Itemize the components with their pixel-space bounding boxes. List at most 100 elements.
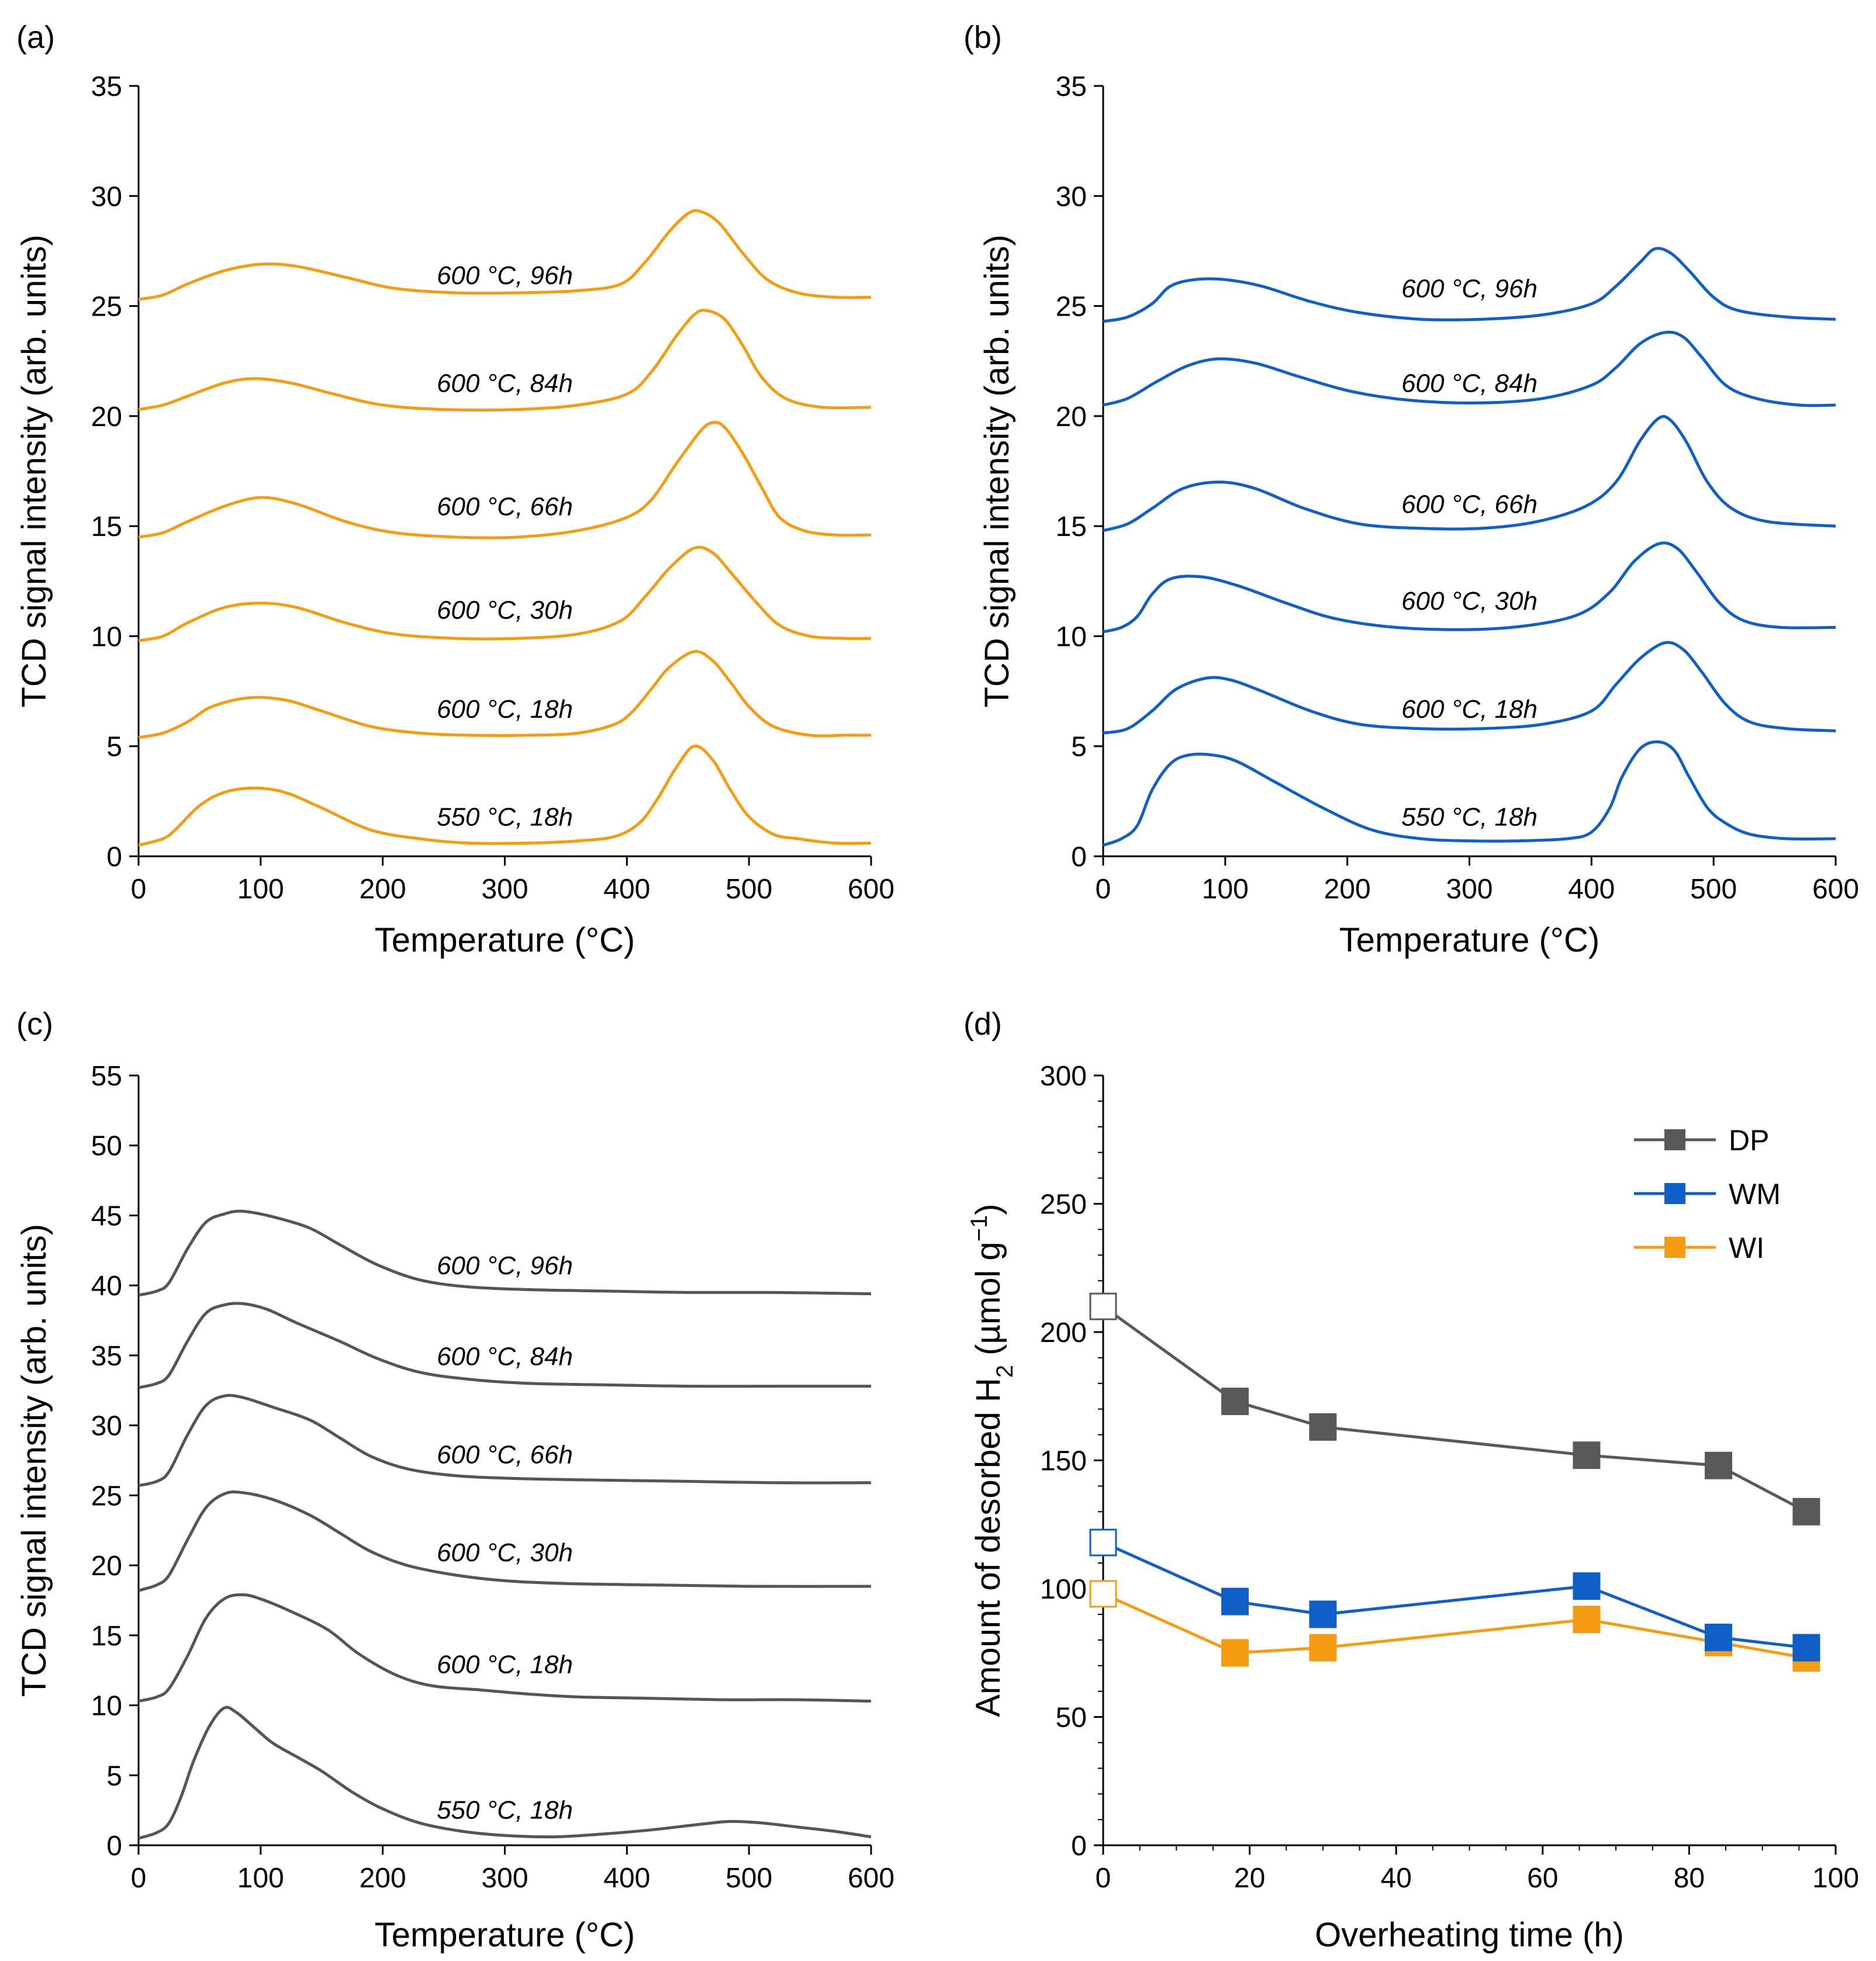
curve-label: 600 °C, 96h [437, 1251, 573, 1280]
y-tick-label: 0 [106, 1831, 122, 1862]
y-tick-label: 15 [91, 511, 122, 542]
curve-label: 600 °C, 96h [437, 261, 573, 290]
panel-b: (b) 0 5 10 15 20 25 30 35 0 100 200 300 400 500 600 Temp… [963, 20, 1859, 959]
y-axis-title: TCD signal intensity (arb. units) [15, 234, 53, 707]
legend-marker [1664, 1129, 1685, 1150]
x-tick-label: 40 [1381, 1863, 1412, 1894]
tpd-curve [1103, 541, 1836, 634]
tpd-curve [138, 1209, 872, 1297]
tpd-curve [138, 1706, 872, 1840]
y-axis-title: TCD signal intensity (arb. units) [15, 1224, 53, 1697]
data-point-wm [1573, 1572, 1601, 1600]
curve-label: 600 °C, 84h [1401, 369, 1538, 397]
x-tick-label: 100 [237, 874, 284, 905]
curve-label: 550 °C, 18h [1401, 803, 1538, 831]
tpd-curve [138, 1302, 871, 1389]
data-point-wm [1089, 1528, 1117, 1557]
y-tick-label: 0 [106, 842, 122, 873]
curve-label: 600 °C, 66h [437, 492, 573, 521]
curve-label: 600 °C, 30h [437, 596, 573, 624]
legend-label: DP [1729, 1124, 1769, 1157]
tpd-curve [1103, 330, 1836, 407]
y-tick-label: 10 [1056, 621, 1087, 652]
curve-label: 550 °C, 18h [437, 803, 573, 831]
x-tick-label: 0 [1096, 1863, 1111, 1894]
x-tick-label: 60 [1527, 1863, 1558, 1894]
panel-label: (b) [963, 20, 1002, 55]
legend-item-dp: DP [1634, 1124, 1769, 1157]
x-tick-label: 200 [1324, 874, 1371, 905]
curve-label: 600 °C, 84h [437, 369, 573, 397]
x-tick-label: 600 [848, 874, 894, 905]
curve-label: 600 °C, 18h [437, 1650, 573, 1679]
x-tick-label: 400 [603, 1863, 650, 1894]
y-axis-title: Amount of desorbed H2 (µmol g−1) [966, 1203, 1018, 1717]
x-tick-label: 300 [481, 874, 528, 905]
legend-item-wm: WM [1634, 1178, 1781, 1211]
x-tick-label: 200 [360, 1863, 406, 1894]
tpd-curve [138, 1593, 872, 1703]
panel-a: (a) 0 5 10 15 20 25 30 35 0 100 200 300 400 500 600 Temp… [15, 20, 894, 959]
y-tick-label: 35 [91, 71, 122, 102]
tpd-curve [138, 744, 872, 847]
legend-label: WM [1729, 1178, 1781, 1211]
y-tick-label: 10 [91, 1691, 122, 1722]
tpd-curve [1103, 641, 1836, 735]
tpd-curve [138, 1393, 872, 1488]
y-tick-label: 150 [1040, 1446, 1087, 1477]
y-tick-label: 15 [1056, 511, 1087, 542]
x-tick-label: 20 [1234, 1863, 1265, 1894]
x-tick-label: 500 [725, 1863, 772, 1894]
data-point-wm [1792, 1634, 1820, 1662]
legend-label: WI [1729, 1232, 1764, 1264]
x-tick-label: 500 [1690, 874, 1737, 905]
curve-label: 600 °C, 18h [1401, 695, 1538, 724]
data-point-wm [1221, 1588, 1249, 1616]
panel-label: (a) [16, 20, 55, 55]
y-tick-label: 10 [91, 621, 122, 652]
y-tick-label: 30 [1056, 181, 1087, 212]
tpd-curve [138, 1490, 872, 1592]
series-line-wm [1102, 1541, 1807, 1649]
y-tick-label: 30 [91, 181, 122, 212]
y-tick-label: 0 [1071, 1831, 1087, 1862]
panel-label: (c) [16, 1007, 53, 1042]
y-tick-label: 25 [1056, 292, 1087, 323]
tpd-curve [138, 309, 872, 411]
tpd-curve [138, 650, 871, 739]
x-tick-label: 0 [131, 1863, 147, 1894]
tpd-curve [138, 545, 872, 642]
panel-label: (d) [963, 1007, 1002, 1042]
series-line-wi [1102, 1592, 1807, 1659]
curve-label: 600 °C, 30h [1401, 587, 1538, 615]
tpd-curve [138, 209, 872, 301]
x-tick-label: 200 [360, 874, 406, 905]
data-point-wi [1221, 1639, 1249, 1667]
y-tick-label: 25 [91, 292, 122, 323]
y-tick-label: 250 [1040, 1189, 1087, 1220]
y-tick-label: 0 [1071, 842, 1087, 873]
y-tick-label: 100 [1040, 1574, 1087, 1605]
data-point-wi [1309, 1634, 1337, 1662]
y-tick-label: 20 [91, 402, 122, 433]
legend-item-wi: WI [1634, 1232, 1764, 1264]
curve-label: 600 °C, 66h [437, 1440, 573, 1469]
data-point-dp [1792, 1497, 1820, 1526]
y-tick-label: 200 [1040, 1317, 1087, 1348]
curve-label: 600 °C, 96h [1401, 275, 1538, 303]
curve-label: 550 °C, 18h [437, 1796, 573, 1825]
y-tick-label: 25 [91, 1481, 122, 1512]
x-tick-label: 100 [1202, 874, 1249, 905]
data-point-wi [1089, 1580, 1117, 1608]
data-point-wm [1309, 1600, 1337, 1628]
curve-label: 600 °C, 84h [437, 1343, 573, 1371]
curve-label: 600 °C, 30h [437, 1538, 573, 1567]
x-tick-label: 500 [725, 874, 772, 905]
x-tick-label: 300 [1446, 874, 1492, 905]
y-tick-label: 50 [91, 1131, 122, 1162]
data-point-wm [1705, 1623, 1733, 1651]
x-axis-title: Temperature (°C) [375, 1916, 635, 1954]
tpd-curve [138, 421, 872, 539]
x-axis-title: Temperature (°C) [375, 921, 635, 959]
tpd-curve [1103, 247, 1836, 323]
